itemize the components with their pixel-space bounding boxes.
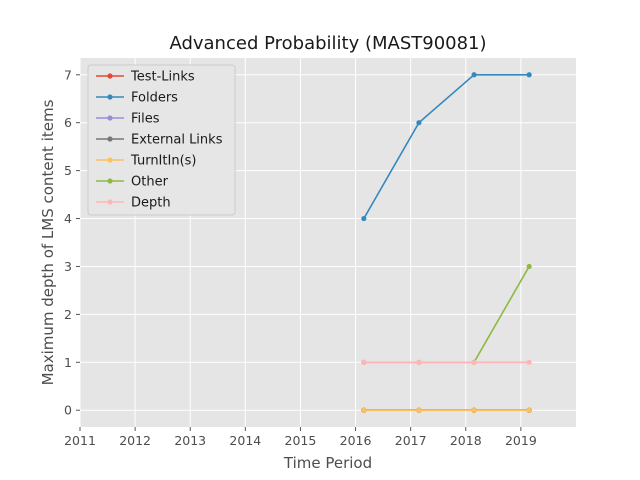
data-point — [471, 72, 477, 78]
legend-label: Test-Links — [130, 70, 195, 85]
legend-item: Files — [96, 112, 160, 127]
legend-label: Depth — [131, 196, 171, 211]
legend: Test-Links Folders Files External Links Turn… — [87, 64, 236, 216]
legend-item: Test-Links — [96, 70, 195, 85]
series-depth — [361, 359, 532, 365]
x-tick-label: 2015 — [285, 433, 317, 448]
x-tick-label: 2013 — [174, 433, 206, 448]
chart-title: Advanced Probability (MAST90081) — [169, 33, 486, 54]
y-tick-label: 0 — [64, 403, 72, 418]
series-turnitin-s- — [361, 407, 532, 413]
series-folders — [361, 72, 532, 222]
legend-label: Folders — [131, 91, 178, 106]
x-tick-label: 2012 — [119, 433, 151, 448]
legend-item: TurnItIn(s) — [96, 154, 196, 169]
legend-item: Depth — [96, 196, 171, 211]
legend-marker — [107, 178, 113, 184]
legend-item: External Links — [96, 133, 223, 148]
legend-marker — [107, 94, 113, 100]
data-point — [526, 263, 532, 270]
y-tick-label: 5 — [64, 163, 72, 178]
legend-marker — [107, 157, 113, 163]
x-tick-label: 2019 — [505, 433, 537, 448]
legend-label: Files — [131, 112, 160, 127]
data-point — [526, 407, 532, 413]
x-tick-label: 2016 — [340, 433, 372, 448]
legend-marker — [107, 136, 113, 142]
x-tick-labels: 2011 2012 2013 2014 2015 2016 2017 2018 2019 — [64, 427, 537, 448]
data-point — [471, 359, 477, 365]
legend-item: Other — [96, 175, 169, 190]
legend-marker — [107, 73, 113, 79]
legend-item: Folders — [96, 91, 178, 106]
legend-label: TurnItIn(s) — [130, 154, 196, 169]
x-tick-label: 2018 — [450, 433, 482, 448]
y-tick-label: 7 — [64, 67, 72, 82]
series-layer — [361, 72, 532, 413]
data-point — [416, 359, 422, 365]
y-tick-label: 4 — [64, 211, 72, 226]
y-tick-label: 1 — [64, 355, 72, 370]
y-tick-label: 2 — [64, 307, 72, 322]
y-tick-labels: 0 1 2 3 4 5 6 7 — [64, 67, 80, 418]
data-point — [471, 407, 477, 413]
y-tick-label: 6 — [64, 115, 72, 130]
legend-label: Other — [131, 175, 169, 190]
x-tick-label: 2011 — [64, 433, 96, 448]
data-point — [526, 72, 532, 78]
y-axis-label: Maximum depth of LMS content items — [39, 99, 57, 385]
legend-label: External Links — [131, 133, 223, 148]
legend-marker — [107, 115, 113, 121]
x-axis-label: Time Period — [283, 454, 372, 472]
series-line — [363, 73, 530, 219]
x-tick-label: 2014 — [229, 433, 261, 448]
y-tick-label: 3 — [64, 259, 72, 274]
data-point — [526, 359, 532, 365]
legend-box — [87, 64, 236, 216]
data-point — [361, 407, 367, 413]
data-point — [416, 120, 422, 126]
legend-marker — [107, 199, 113, 205]
data-point — [361, 359, 367, 365]
x-tick-label: 2017 — [395, 433, 427, 448]
data-point — [361, 215, 367, 222]
data-point — [416, 407, 422, 413]
